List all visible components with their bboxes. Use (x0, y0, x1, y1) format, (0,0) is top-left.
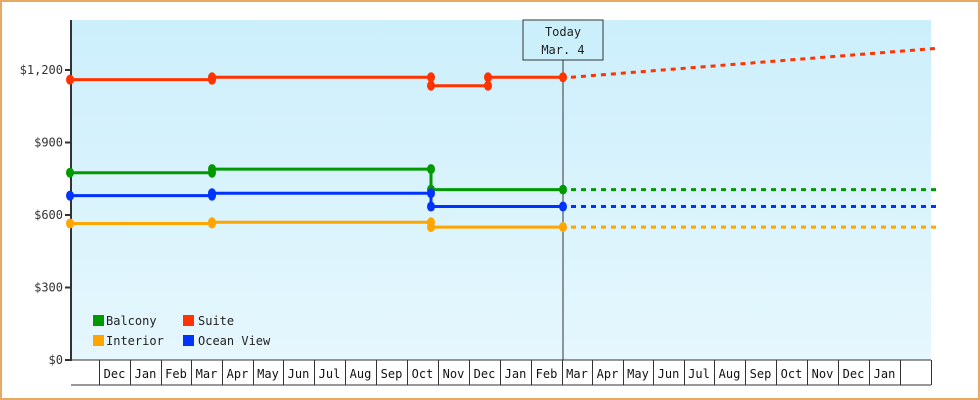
x-month-label: Feb (165, 367, 187, 381)
y-tick-label: $1,200 (20, 63, 63, 77)
legend-item-ocean-view[interactable]: Ocean View (183, 334, 271, 348)
data-point[interactable] (559, 184, 567, 195)
data-point[interactable] (427, 80, 435, 91)
y-tick-label: $900 (34, 136, 63, 150)
data-point[interactable] (66, 167, 74, 178)
legend-label-interior: Interior (106, 334, 164, 348)
legend-item-balcony[interactable]: Balcony (93, 314, 157, 328)
x-month-label: Aug (719, 367, 741, 381)
data-point[interactable] (66, 190, 74, 201)
data-point[interactable] (66, 74, 74, 85)
x-month-label: Jun (288, 367, 310, 381)
x-axis-months: Dec Jan Feb Mar Apr May Jun Jul Aug Sep Oct Nov Dec J… (71, 359, 932, 386)
y-tick-label: $0 (49, 353, 63, 367)
x-month-label: Jul (319, 367, 341, 381)
x-month-label: Jun (658, 367, 680, 381)
data-point[interactable] (66, 218, 74, 229)
x-month-label: Jul (688, 367, 710, 381)
legend-label-balcony: Balcony (106, 314, 157, 328)
x-month-label: Dec (843, 367, 865, 381)
data-point[interactable] (484, 72, 492, 83)
data-point[interactable] (208, 217, 216, 228)
x-month-label: May (257, 367, 279, 381)
x-month-label: Aug (350, 367, 372, 381)
legend-swatch-balcony (93, 315, 104, 326)
data-point[interactable] (208, 188, 216, 199)
today-date: Mar. 4 (541, 43, 584, 57)
x-month-label: Jan (135, 367, 157, 381)
legend-item-suite[interactable]: Suite (183, 314, 234, 328)
data-point[interactable] (208, 164, 216, 175)
data-point[interactable] (427, 72, 435, 83)
legend: Balcony Suite Interior Ocean View (93, 314, 271, 348)
x-month-label: Feb (536, 367, 558, 381)
y-tick-label: $300 (34, 281, 63, 295)
series-suite (66, 46, 939, 91)
x-month-label: Mar (566, 367, 588, 381)
data-point[interactable] (427, 188, 435, 199)
series-interior (66, 217, 938, 233)
x-month-label: Jan (874, 367, 896, 381)
data-point[interactable] (208, 72, 216, 83)
x-month-label: Nov (443, 367, 465, 381)
x-month-label: May (627, 367, 649, 381)
today-marker: Today Mar. 4 (522, 19, 604, 360)
data-point[interactable] (559, 201, 567, 212)
x-month-label: Jan (505, 367, 527, 381)
data-point[interactable] (559, 222, 567, 233)
x-month-label: Dec (104, 367, 126, 381)
y-axis-ticks: $0 $300 $600 $900 $1,200 (20, 63, 71, 367)
legend-swatch-suite (183, 315, 194, 326)
x-month-label: Sep (750, 367, 772, 381)
data-point[interactable] (427, 164, 435, 175)
today-label: Today (545, 25, 581, 39)
data-point[interactable] (427, 201, 435, 212)
legend-swatch-interior (93, 335, 104, 346)
x-month-label: Dec (474, 367, 496, 381)
x-month-label: Mar (196, 367, 218, 381)
y-tick-label: $600 (34, 208, 63, 222)
x-month-label: Oct (412, 367, 434, 381)
data-point[interactable] (484, 80, 492, 91)
series-lines (66, 46, 939, 233)
legend-swatch-ocean-view (183, 335, 194, 346)
x-month-label: Oct (781, 367, 803, 381)
data-point[interactable] (559, 72, 567, 83)
x-month-label: Apr (227, 367, 249, 381)
legend-label-ocean-view: Ocean View (198, 334, 271, 348)
legend-label-suite: Suite (198, 314, 234, 328)
x-month-label: Apr (597, 367, 619, 381)
x-month-label: Sep (381, 367, 403, 381)
x-month-label: Nov (812, 367, 834, 381)
data-point[interactable] (427, 222, 435, 233)
legend-item-interior[interactable]: Interior (93, 334, 164, 348)
series-ocean-view (66, 188, 938, 212)
